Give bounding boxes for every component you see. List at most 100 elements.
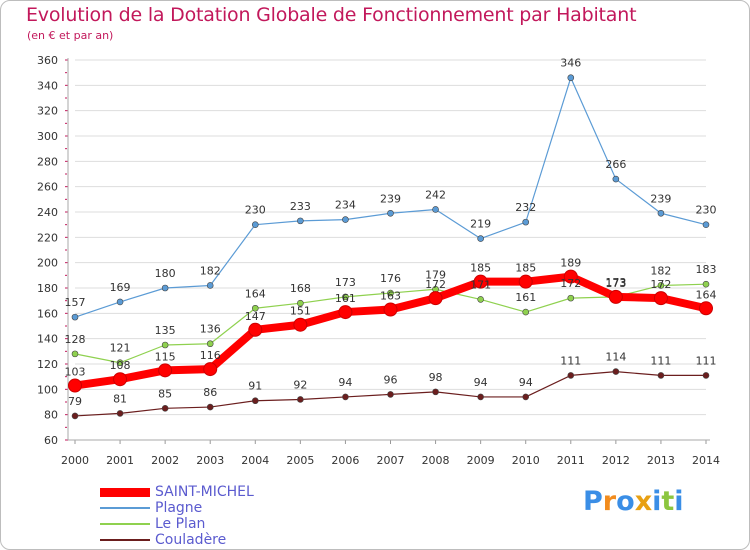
data-label: 96 — [384, 373, 398, 386]
series-lines — [68, 74, 713, 420]
chart-title: Evolution de la Dotation Globale de Fonc… — [26, 4, 637, 26]
data-point — [477, 296, 484, 303]
data-label: 161 — [335, 292, 356, 305]
data-point — [71, 412, 79, 420]
y-tick-label: 360 — [37, 54, 58, 67]
data-label: 103 — [65, 366, 86, 379]
data-label: 266 — [605, 158, 626, 171]
x-tick-label: 2009 — [467, 454, 495, 467]
data-point — [71, 313, 79, 321]
y-tick-label: 300 — [37, 130, 58, 143]
x-tick-label: 2001 — [106, 454, 134, 467]
legend-swatch — [100, 487, 150, 497]
data-label: 233 — [290, 200, 311, 213]
logo-letter: i — [674, 486, 684, 517]
y-tick-label: 260 — [37, 181, 58, 194]
data-label: 108 — [110, 359, 131, 372]
data-point — [293, 317, 308, 332]
data-point — [428, 291, 443, 306]
data-point — [161, 341, 169, 349]
y-tick-label: 240 — [37, 206, 58, 219]
legend-swatch — [100, 507, 150, 509]
data-point — [161, 405, 169, 412]
data-label: 185 — [515, 262, 536, 275]
data-label: 128 — [65, 333, 86, 346]
data-label: 230 — [245, 204, 266, 217]
data-point — [432, 206, 439, 213]
data-point — [702, 280, 710, 288]
data-label: 168 — [290, 282, 311, 295]
chart-subtitle: (en € et par an) — [27, 29, 114, 42]
data-point — [432, 388, 439, 396]
x-tick-label: 2012 — [602, 454, 630, 467]
data-label: 182 — [650, 264, 671, 277]
data-label: 232 — [515, 201, 536, 214]
data-label: 163 — [380, 290, 401, 303]
data-point — [657, 282, 665, 289]
data-point — [113, 372, 128, 387]
data-point — [251, 221, 259, 228]
data-point — [71, 350, 79, 358]
data-point — [522, 393, 530, 401]
data-label: 239 — [650, 192, 671, 205]
data-point — [567, 372, 575, 379]
data-point — [653, 291, 668, 306]
y-tick-label: 220 — [37, 231, 58, 244]
data-point — [206, 282, 214, 289]
data-point — [702, 221, 710, 228]
data-label: 151 — [290, 305, 311, 318]
data-label: 121 — [110, 342, 131, 355]
data-label: 239 — [380, 192, 401, 205]
proxiti-logo: Proxiti — [583, 486, 684, 517]
data-point — [383, 302, 398, 317]
grid-lines — [75, 59, 706, 441]
data-label: 172 — [560, 277, 581, 290]
data-point — [567, 294, 575, 302]
data-point — [68, 378, 82, 393]
y-tick-label: 120 — [37, 358, 58, 371]
data-label: 94 — [474, 376, 488, 389]
data-label: 183 — [696, 263, 717, 276]
x-tick-label: 2002 — [151, 454, 179, 467]
data-point — [342, 216, 349, 223]
data-point — [473, 274, 488, 289]
data-label: 346 — [560, 57, 581, 70]
data-point — [657, 209, 665, 217]
x-tick-label: 2014 — [692, 454, 720, 467]
data-point — [702, 372, 710, 379]
data-point — [387, 209, 394, 217]
data-point — [608, 289, 623, 304]
data-point — [248, 322, 263, 337]
data-label: 169 — [110, 281, 131, 294]
data-label: 173 — [605, 277, 626, 290]
data-point — [116, 410, 124, 417]
data-point — [297, 217, 304, 225]
data-point — [203, 362, 218, 377]
x-tick-label: 2013 — [647, 454, 675, 467]
data-label: 189 — [560, 257, 581, 270]
logo-letter: i — [652, 486, 662, 517]
line-chart: 60 80 100 120 140 160 180 200 220 240 260 280 300 320… — [37, 54, 720, 467]
data-label: 164 — [696, 288, 717, 301]
data-point — [161, 284, 169, 292]
data-point — [387, 391, 394, 398]
logo-letter: P — [583, 486, 603, 517]
data-label: 173 — [335, 276, 356, 289]
data-point — [563, 269, 578, 284]
data-point — [477, 235, 484, 242]
data-point — [612, 368, 620, 375]
data-label: 116 — [200, 349, 221, 362]
data-label: 157 — [65, 296, 86, 309]
data-point — [342, 393, 349, 401]
y-tick-label: 320 — [37, 105, 58, 118]
data-label: 98 — [429, 371, 443, 384]
data-point — [116, 298, 124, 306]
data-label: 114 — [605, 351, 626, 364]
data-label: 111 — [650, 354, 671, 367]
legend-label: Couladère — [155, 532, 227, 548]
data-label: 171 — [470, 278, 491, 291]
legend-label: SAINT-MICHEL — [155, 484, 254, 500]
data-label: 85 — [158, 387, 172, 400]
logo-letter: x — [634, 486, 653, 517]
data-label: 115 — [155, 350, 176, 363]
